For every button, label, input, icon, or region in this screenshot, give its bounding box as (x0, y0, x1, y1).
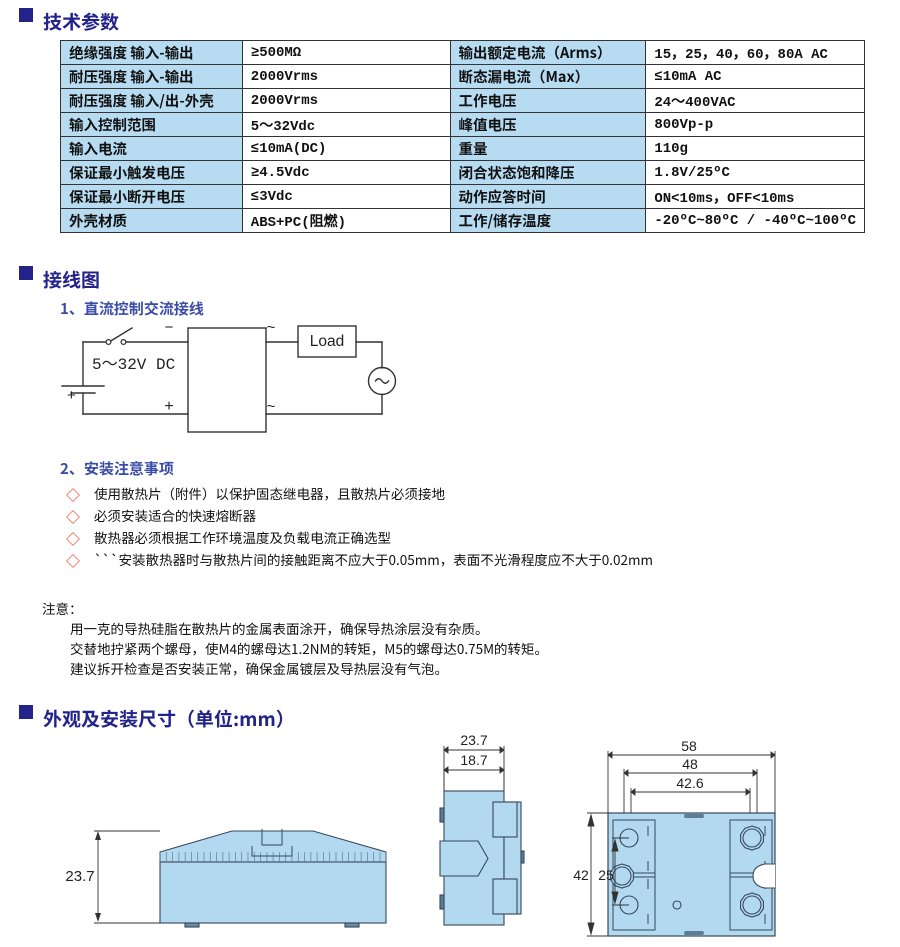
svg-text:48: 48 (682, 756, 698, 772)
svg-text:42.6: 42.6 (676, 775, 703, 791)
svg-text:58: 58 (681, 738, 697, 754)
svg-text:25: 25 (598, 867, 614, 883)
svg-text:42: 42 (573, 867, 589, 883)
